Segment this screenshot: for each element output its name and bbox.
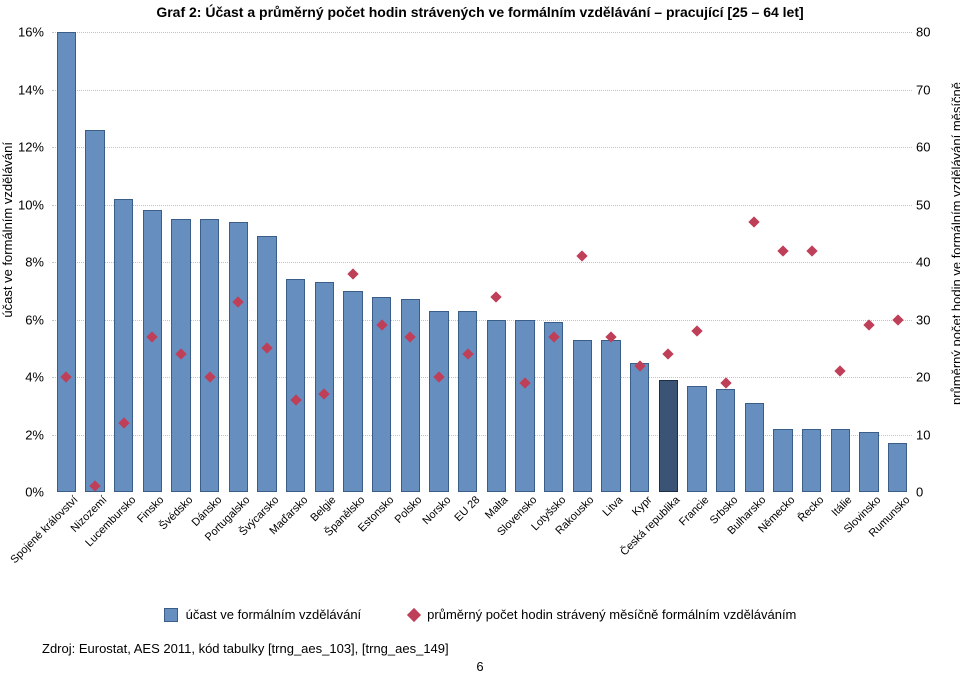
y2-tick: 30 [916, 312, 930, 327]
y1-tick: 2% [25, 427, 44, 442]
marker [433, 371, 444, 382]
source-text: Zdroj: Eurostat, AES 2011, kód tabulky [… [42, 641, 449, 656]
marker [605, 331, 616, 342]
marker [777, 245, 788, 256]
plot-area [52, 32, 912, 492]
marker [806, 245, 817, 256]
marker [261, 343, 272, 354]
legend-label-bar: účast ve formálním vzdělávání [186, 607, 362, 622]
marker [548, 331, 559, 342]
marker [892, 314, 903, 325]
marker [405, 331, 416, 342]
marker [749, 216, 760, 227]
y2-tick: 50 [916, 197, 930, 212]
marker [376, 320, 387, 331]
y1-tick: 12% [18, 140, 44, 155]
y1-tick: 14% [18, 82, 44, 97]
marker [663, 348, 674, 359]
legend-item-marker: průměrný počet hodin strávený měsíčně fo… [409, 607, 796, 622]
marker [89, 481, 100, 492]
legend-item-bar: účast ve formálním vzdělávání [164, 607, 362, 622]
y2-tick: 40 [916, 255, 930, 270]
marker [491, 291, 502, 302]
marker [519, 377, 530, 388]
marker [577, 251, 588, 262]
y1-tick: 6% [25, 312, 44, 327]
marker [290, 394, 301, 405]
marker [720, 377, 731, 388]
y2-tick: 80 [916, 25, 930, 40]
marker [835, 366, 846, 377]
y1-axis: 0%2%4%6%8%10%12%14%16% [6, 32, 46, 492]
y2-tick: 0 [916, 485, 923, 500]
y2-tick: 20 [916, 370, 930, 385]
marker [204, 371, 215, 382]
legend-swatch-bar [164, 608, 178, 622]
y2-tick: 10 [916, 427, 930, 442]
y2-axis: 01020304050607080 [914, 32, 954, 492]
legend-swatch-marker [407, 607, 421, 621]
markers-layer [52, 32, 912, 492]
y1-tick: 8% [25, 255, 44, 270]
y1-tick: 0% [25, 485, 44, 500]
marker [347, 268, 358, 279]
marker [61, 371, 72, 382]
y2-tick: 60 [916, 140, 930, 155]
marker [691, 325, 702, 336]
marker [175, 348, 186, 359]
marker [863, 320, 874, 331]
marker [634, 360, 645, 371]
y1-tick: 10% [18, 197, 44, 212]
marker [319, 389, 330, 400]
marker [147, 331, 158, 342]
x-axis-labels: Spojené královstvíNizozemíLucemburskoFin… [52, 494, 912, 592]
legend-label-marker: průměrný počet hodin strávený měsíčně fo… [427, 607, 796, 622]
y1-tick: 4% [25, 370, 44, 385]
chart-title: Graf 2: Účast a průměrný počet hodin str… [0, 4, 960, 20]
page-number: 6 [0, 659, 960, 674]
y1-tick: 16% [18, 25, 44, 40]
marker [462, 348, 473, 359]
legend: účast ve formálním vzdělávání průměrný p… [0, 607, 960, 622]
marker [233, 297, 244, 308]
marker [118, 417, 129, 428]
y2-tick: 70 [916, 82, 930, 97]
chart: účast ve formálním vzdělávání průměrný p… [0, 32, 960, 592]
